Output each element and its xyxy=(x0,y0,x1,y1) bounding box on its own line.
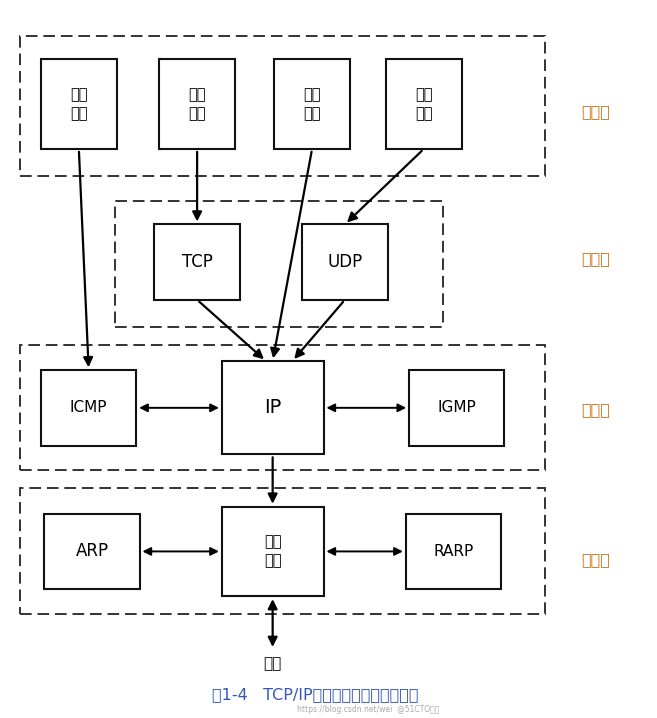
Text: IGMP: IGMP xyxy=(438,401,476,415)
Text: 硬件
接口: 硬件 接口 xyxy=(264,535,281,568)
Bar xyxy=(41,60,116,149)
Bar xyxy=(20,36,545,176)
Text: RARP: RARP xyxy=(433,544,474,559)
Bar xyxy=(275,60,350,149)
Text: UDP: UDP xyxy=(327,253,363,271)
Text: 运输层: 运输层 xyxy=(581,251,610,266)
Text: 图1-4   TCP/IP协议族中不同层次的协议: 图1-4 TCP/IP协议族中不同层次的协议 xyxy=(212,688,419,702)
Bar xyxy=(20,488,545,614)
Text: IP: IP xyxy=(264,398,281,417)
Text: 应用层: 应用层 xyxy=(581,104,610,118)
Text: TCP: TCP xyxy=(182,253,212,271)
Bar xyxy=(386,60,461,149)
Bar xyxy=(405,514,501,589)
Bar xyxy=(154,224,240,300)
Text: 用户
进程: 用户 进程 xyxy=(189,88,206,121)
Bar xyxy=(302,224,388,300)
Text: ICMP: ICMP xyxy=(70,401,108,415)
Text: 媒体: 媒体 xyxy=(263,657,282,671)
Text: 用户
进程: 用户 进程 xyxy=(415,88,432,121)
Bar xyxy=(159,60,235,149)
Bar xyxy=(115,201,443,327)
Text: 用户
进程: 用户 进程 xyxy=(70,88,87,121)
Bar xyxy=(45,514,139,589)
Bar xyxy=(221,361,323,454)
Bar xyxy=(20,345,545,470)
Text: ARP: ARP xyxy=(76,542,108,561)
Text: https://blog.csdn.net/wei  @51CTO博客: https://blog.csdn.net/wei @51CTO博客 xyxy=(297,705,439,714)
Text: 用户
进程: 用户 进程 xyxy=(304,88,321,121)
Text: 网络层: 网络层 xyxy=(581,402,610,416)
Bar xyxy=(221,507,323,596)
Bar xyxy=(41,370,137,445)
Text: 链路层: 链路层 xyxy=(581,553,610,567)
Bar xyxy=(409,370,504,445)
